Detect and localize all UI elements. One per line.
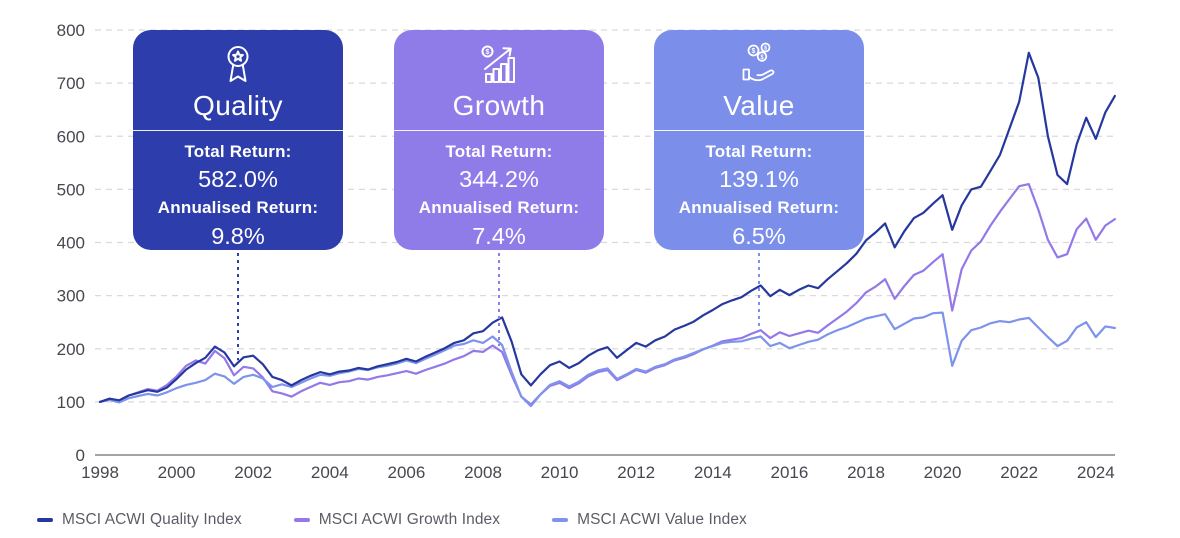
total-return-label: Total Return: — [705, 141, 813, 161]
svg-text:$: $ — [760, 55, 764, 61]
y-tick-label: 700 — [57, 74, 85, 93]
y-tick-label: 100 — [57, 393, 85, 412]
value-line — [98, 311, 1117, 408]
legend-label: MSCI ACWI Growth Index — [318, 511, 501, 528]
x-tick-label: 2020 — [924, 463, 962, 482]
annualised-return-value: 7.4% — [472, 222, 526, 249]
quality-card: Quality Total Return: 582.0% Annualised … — [133, 30, 343, 250]
legend-item-value: MSCI ACWI Value Index — [552, 511, 747, 529]
svg-text:$: $ — [752, 48, 756, 55]
card-divider — [394, 129, 604, 131]
card-divider — [133, 129, 343, 131]
x-tick-label: 2018 — [847, 463, 885, 482]
x-tick-label: 2014 — [694, 463, 732, 482]
coins-in-hand-icon: $ $ $ — [735, 41, 783, 89]
total-return-value: 139.1% — [719, 166, 799, 193]
total-return-value: 344.2% — [459, 166, 539, 193]
annualised-return-label: Annualised Return: — [678, 198, 840, 218]
annualised-return-value: 9.8% — [211, 222, 265, 249]
x-tick-label: 2022 — [1000, 463, 1038, 482]
svg-text:$: $ — [764, 46, 767, 52]
annualised-return-label: Annualised Return: — [418, 198, 580, 218]
quality-line — [98, 51, 1117, 403]
total-return-label: Total Return: — [445, 141, 553, 161]
x-tick-label: 2002 — [234, 463, 272, 482]
card-title: Quality — [193, 90, 283, 121]
y-tick-label: 0 — [76, 446, 85, 465]
x-tick-label: 2006 — [387, 463, 425, 482]
annualised-return-label: Annualised Return: — [157, 198, 319, 218]
y-tick-label: 600 — [57, 127, 85, 146]
x-tick-label: 2016 — [770, 463, 808, 482]
award-ribbon-icon — [214, 41, 262, 89]
card-title: Growth — [452, 90, 546, 121]
legend-swatch-growth — [293, 518, 310, 522]
legend-swatch-value — [552, 518, 569, 522]
value-card: $ $ $ Value Total Return: 139.1% Annuali… — [654, 30, 864, 250]
rising-bar-chart-icon: $ — [475, 41, 523, 89]
total-return-value: 582.0% — [198, 166, 278, 193]
annualised-return-value: 6.5% — [732, 222, 786, 249]
x-tick-label: 2010 — [541, 463, 579, 482]
card-divider — [654, 129, 864, 131]
y-tick-label: 200 — [57, 340, 85, 359]
x-tick-label: 2008 — [464, 463, 502, 482]
svg-text:$: $ — [486, 49, 490, 56]
y-tick-label: 300 — [57, 287, 85, 306]
legend-item-quality: MSCI ACWI Quality Index — [37, 511, 242, 529]
legend-item-growth: MSCI ACWI Growth Index — [293, 511, 501, 529]
chart-legend: MSCI ACWI Quality Index MSCI ACWI Growth … — [37, 511, 747, 529]
y-tick-label: 800 — [57, 21, 85, 40]
growth-card: $ Growth Total Return: 344.2% Annualised… — [394, 30, 604, 250]
total-return-label: Total Return: — [184, 141, 292, 161]
x-tick-label: 1998 — [81, 463, 119, 482]
legend-label: MSCI ACWI Quality Index — [62, 511, 242, 528]
x-tick-label: 2012 — [617, 463, 655, 482]
card-title: Value — [723, 90, 795, 121]
legend-swatch-quality — [37, 518, 53, 522]
x-tick-label: 2004 — [311, 463, 349, 482]
y-tick-label: 400 — [57, 234, 85, 253]
y-tick-label: 500 — [57, 180, 85, 199]
x-tick-label: 2024 — [1077, 463, 1115, 482]
legend-label: MSCI ACWI Value Index — [577, 511, 747, 528]
x-tick-label: 2000 — [158, 463, 196, 482]
